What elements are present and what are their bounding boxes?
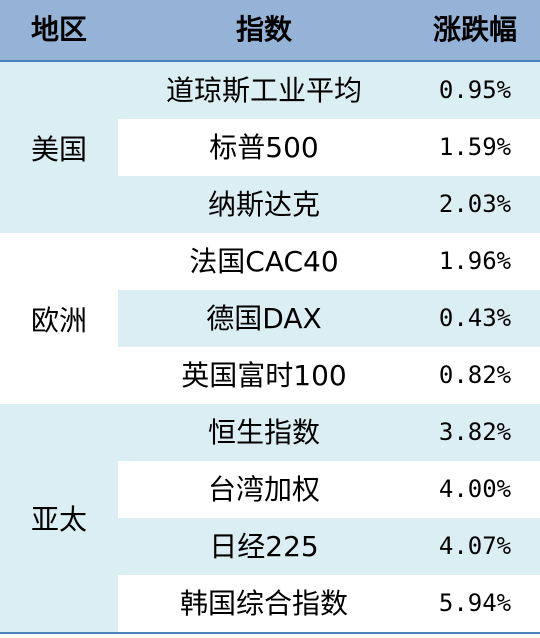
- table-row: 日经225 4.07%: [118, 518, 540, 575]
- region-bg-ap: [0, 404, 118, 632]
- region-cell: 亚太: [30, 503, 87, 536]
- change-value: 3.82%: [438, 418, 512, 446]
- index-name: 台湾加权: [207, 473, 320, 506]
- table-row: 恒生指数 3.82%: [118, 404, 540, 461]
- index-name: 英国富时100: [181, 359, 347, 392]
- table-row: 台湾加权 4.00%: [118, 461, 540, 518]
- table-row: 纳斯达克 2.03%: [118, 176, 540, 233]
- index-name: 德国DAX: [206, 302, 322, 335]
- header-rule: [0, 60, 540, 62]
- change-value: 4.00%: [438, 475, 512, 503]
- table-row: 英国富时100 0.82%: [118, 347, 540, 404]
- index-name: 道琼斯工业平均: [165, 74, 362, 107]
- region-cell: 美国: [30, 132, 87, 166]
- index-name: 日经225: [209, 530, 319, 563]
- change-value: 5.94%: [438, 589, 512, 617]
- index-name: 恒生指数: [207, 416, 320, 449]
- table-header: 地区 指数 涨跌幅: [0, 0, 540, 60]
- table-row: 德国DAX 0.43%: [118, 290, 540, 347]
- header-index: 指数: [235, 13, 292, 46]
- change-value: 1.96%: [438, 247, 512, 275]
- change-value: 2.03%: [438, 190, 512, 218]
- change-value: 4.07%: [438, 532, 512, 560]
- index-name: 法国CAC40: [189, 245, 339, 278]
- table-row: 标普500 1.59%: [118, 119, 540, 176]
- region-bg-us: [0, 62, 118, 233]
- change-value: 1.59%: [438, 133, 512, 161]
- header-change: 涨跌幅: [432, 13, 517, 46]
- index-name: 纳斯达克: [207, 188, 320, 221]
- region-cell: 欧洲: [30, 303, 87, 337]
- table-row: 韩国综合指数 5.94%: [118, 575, 540, 632]
- bottom-rule: [0, 632, 540, 634]
- index-name: 标普500: [209, 131, 319, 164]
- change-value: 0.82%: [438, 361, 512, 389]
- header-region: 地区: [30, 13, 87, 46]
- table-row: 法国CAC40 1.96%: [118, 233, 540, 290]
- change-value: 0.95%: [438, 76, 512, 104]
- table-row: 道琼斯工业平均 0.95%: [118, 62, 540, 119]
- index-name: 韩国综合指数: [179, 587, 348, 620]
- region-bg-eu: [0, 233, 118, 404]
- change-value: 0.43%: [438, 304, 512, 332]
